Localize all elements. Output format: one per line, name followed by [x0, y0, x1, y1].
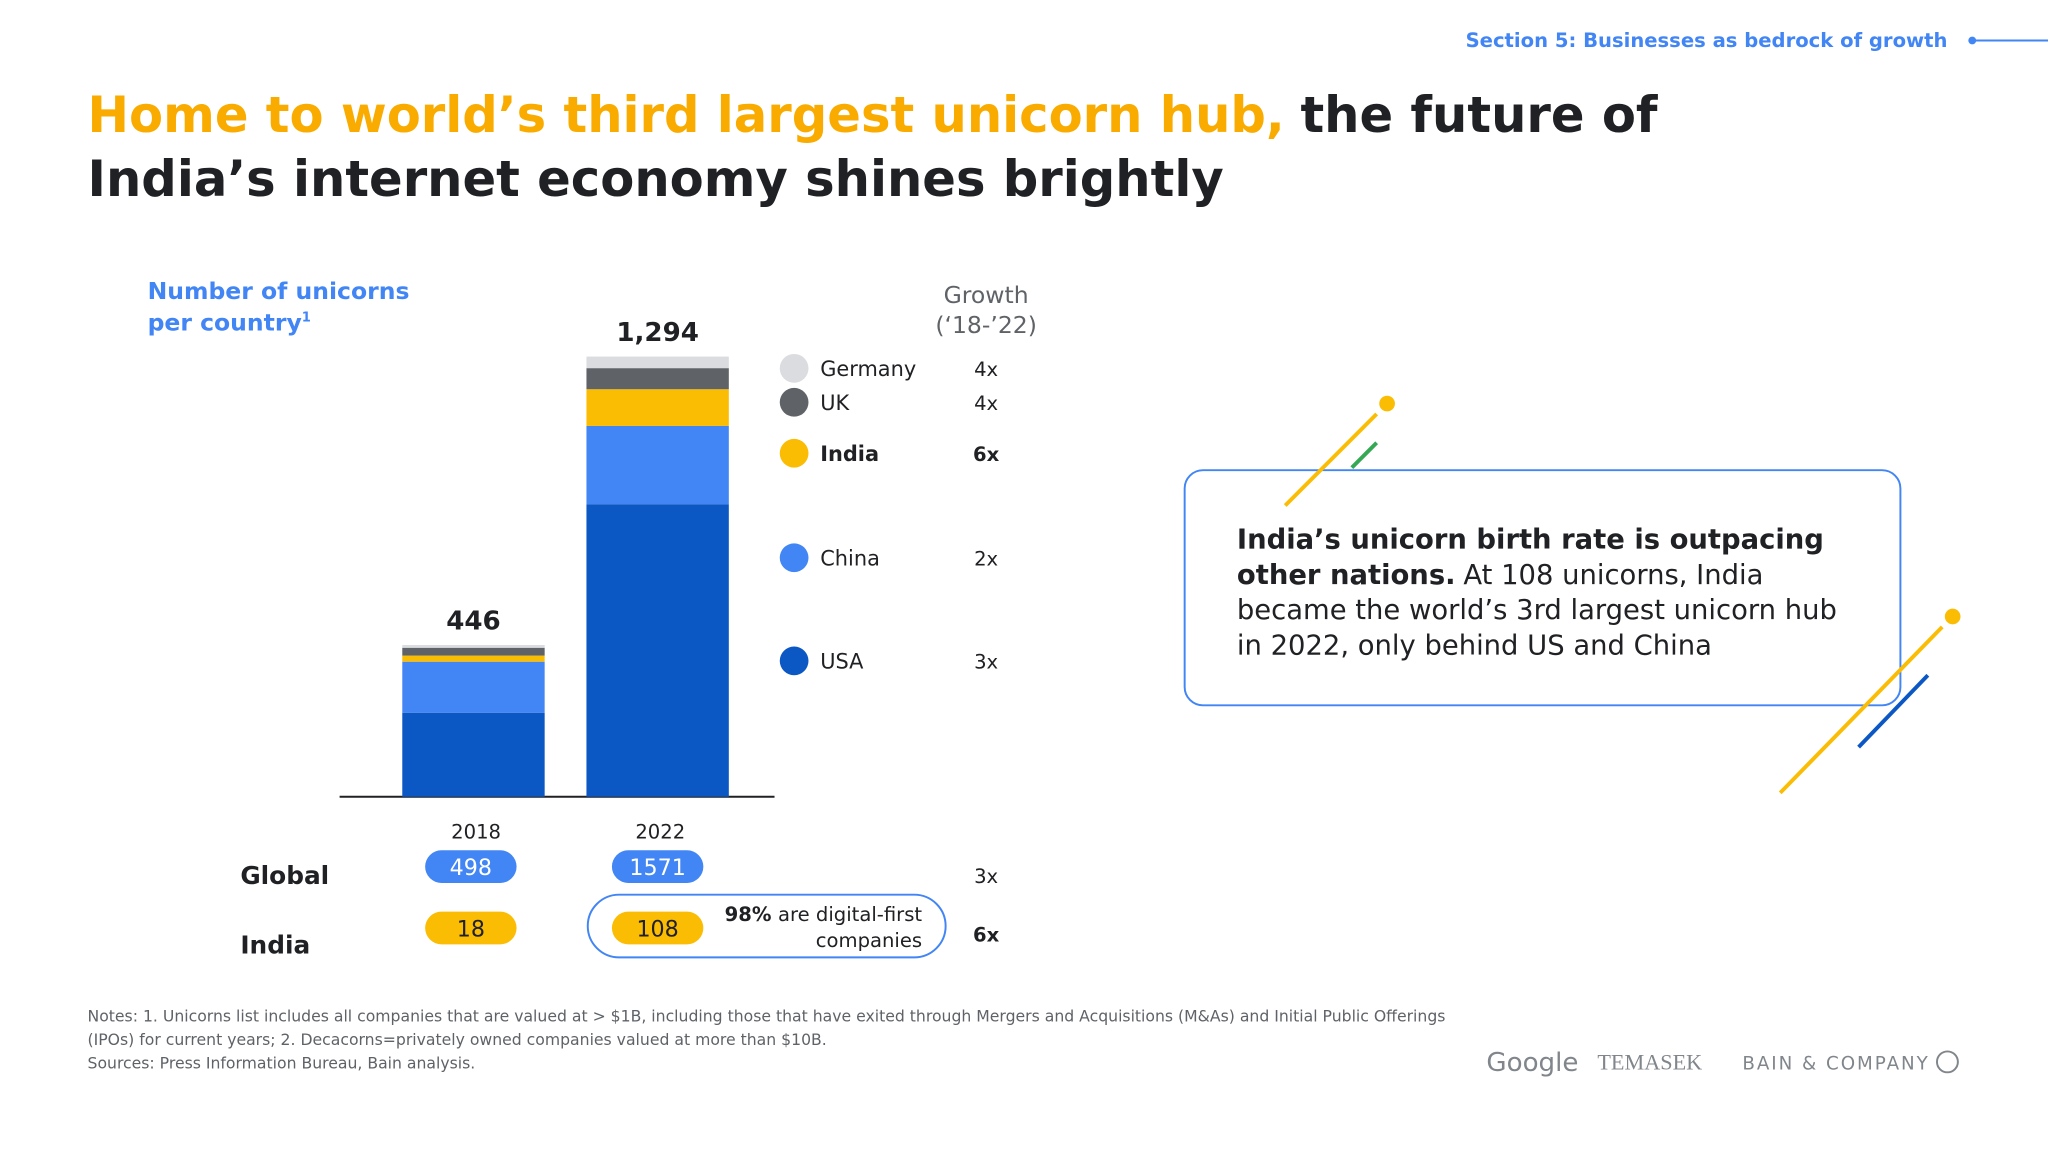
growth-title: (‘18-’22): [935, 311, 1037, 339]
title-line2: India’s internet economy shines brightly: [88, 150, 1224, 208]
bar-segment: [402, 645, 545, 648]
logo: Google: [1486, 1048, 1578, 1078]
y-label-sup: 1: [302, 310, 311, 325]
deco: [1379, 395, 1395, 412]
bar-segment: [402, 712, 545, 797]
section-label: Section 5: Businesses as bedrock of grow…: [1466, 29, 1948, 52]
callout-box: [1183, 469, 1902, 707]
title-highlight: Home to world’s third largest unicorn hu…: [88, 86, 1285, 144]
deco: [1350, 441, 1379, 469]
y-label-text: per country: [148, 308, 302, 336]
note-line: 98% are digital-first: [725, 903, 923, 926]
value-pill: [611, 850, 704, 883]
bar-segment: [402, 655, 545, 662]
deco: [1857, 673, 1930, 749]
callout-line: other nations. At 108 unicorns, India: [1237, 560, 1764, 591]
legend-label: India: [820, 442, 879, 466]
growth-title: Growth: [944, 281, 1029, 309]
row-growth: 6x: [973, 924, 1000, 947]
growth-label: 6x: [973, 443, 1000, 466]
title-line1: Home to world’s third largest unicorn hu…: [88, 86, 1659, 144]
x-tick-label: 2018: [451, 821, 501, 844]
note: Notes: 1. Unicorns list includes all com…: [88, 1006, 1446, 1025]
bar-segment: [402, 661, 545, 713]
bar-segment: [586, 368, 729, 390]
x-tick-label: 2022: [635, 821, 685, 844]
row-growth: 3x: [974, 865, 998, 888]
growth-label: 3x: [974, 651, 998, 674]
table-value: 18: [457, 916, 485, 942]
growth-label: 2x: [974, 548, 998, 571]
y-label: Number of unicorns: [148, 277, 410, 305]
callout-line: in 2022, only behind US and China: [1237, 630, 1712, 661]
growth-label: 4x: [974, 358, 998, 381]
value-pill: [425, 850, 517, 883]
bar-segment: [586, 504, 729, 797]
callout-line: India’s unicorn birth rate is outpacing: [1237, 525, 1824, 556]
row-label: India: [240, 930, 310, 959]
logo: TEMASEK: [1597, 1050, 1702, 1075]
row-label: Global: [240, 861, 329, 890]
title-rest: the future of: [1300, 86, 1658, 144]
value-pill: [425, 911, 517, 945]
table-value: 108: [636, 916, 678, 942]
bar-segment: [586, 425, 729, 505]
note: (IPOs) for current years; 2. Decacorns=p…: [88, 1030, 827, 1049]
logo: BAIN & COMPANY: [1742, 1054, 1929, 1075]
legend-swatch: [779, 438, 809, 468]
bar-segment: [586, 389, 729, 426]
legend-label: UK: [820, 391, 850, 415]
note-outline: [586, 893, 947, 959]
legend-label: USA: [820, 650, 864, 674]
bar-segment: [586, 356, 729, 369]
legend-swatch: [779, 387, 809, 417]
growth-label: 4x: [974, 392, 998, 415]
deco: [1283, 412, 1379, 507]
callout-line: became the world’s 3rd largest unicorn h…: [1237, 595, 1837, 626]
table-value: 498: [450, 855, 492, 881]
value-pill: [611, 911, 704, 945]
legend-swatch: [779, 353, 809, 383]
deco: [1944, 608, 1961, 625]
note-line: companies: [816, 929, 922, 952]
logo-mark: [1936, 1050, 1959, 1074]
callout-bold: other nations.: [1237, 560, 1456, 591]
legend-label: Germany: [820, 357, 916, 381]
legend-swatch: [779, 543, 809, 573]
total-label: 1,294: [616, 318, 699, 348]
table-value: 1571: [629, 855, 685, 881]
legend-label: China: [820, 547, 880, 571]
bar-segment: [402, 647, 545, 656]
deco: [1778, 625, 1944, 795]
note-bold: 98%: [725, 903, 772, 926]
note-text: are digital-first: [778, 903, 922, 926]
y-label: per country1: [148, 308, 311, 336]
callout-text: At 108 unicorns, India: [1463, 560, 1763, 591]
total-label: 446: [446, 606, 501, 636]
legend-swatch: [779, 646, 809, 676]
note: Sources: Press Information Bureau, Bain …: [88, 1053, 476, 1072]
